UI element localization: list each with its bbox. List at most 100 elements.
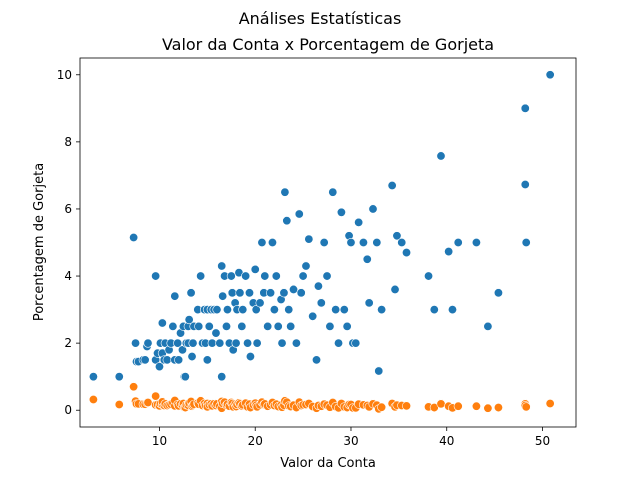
data-point-s0-36 <box>186 288 196 298</box>
data-point-s0-69 <box>235 288 245 298</box>
y-axis-label: Porcentagem de Gorjeta <box>32 163 47 321</box>
data-point-s0-77 <box>250 264 260 274</box>
data-point-s0-92 <box>279 288 289 298</box>
data-point-s0-56 <box>217 372 227 382</box>
data-point-s0-124 <box>364 298 374 308</box>
data-point-s0-88 <box>271 271 281 281</box>
y-tick-label-0: 0 <box>64 403 72 417</box>
data-point-s0-73 <box>243 338 253 348</box>
data-point-s1-136 <box>436 399 446 409</box>
data-point-s0-120 <box>351 338 361 348</box>
data-point-s1-142 <box>493 403 503 413</box>
data-point-s0-99 <box>294 209 304 219</box>
data-point-s1-139 <box>453 401 463 411</box>
data-point-s0-93 <box>280 187 290 197</box>
data-point-s0-142 <box>493 288 503 298</box>
y-tick-label-2: 2 <box>64 336 72 350</box>
x-tick-label-40: 40 <box>439 434 454 448</box>
data-point-s0-98 <box>291 338 301 348</box>
data-point-s0-78 <box>251 305 261 315</box>
data-point-s0-135 <box>429 305 439 315</box>
data-point-s0-84 <box>263 321 273 331</box>
data-point-s0-131 <box>392 231 402 241</box>
data-point-s0-91 <box>277 338 287 348</box>
data-point-s0-79 <box>252 338 262 348</box>
data-point-s0-80 <box>255 298 265 308</box>
data-point-s0-57 <box>218 291 228 301</box>
data-point-s1-0 <box>88 394 98 404</box>
data-point-s0-3 <box>131 338 141 348</box>
data-point-s0-123 <box>362 254 372 264</box>
data-point-s0-59 <box>222 321 232 331</box>
data-point-s0-10 <box>151 271 161 281</box>
data-point-s0-136 <box>436 151 446 161</box>
data-point-s0-134 <box>424 271 434 281</box>
data-point-s1-141 <box>483 403 493 413</box>
data-point-s0-87 <box>269 305 279 315</box>
data-point-s0-35 <box>184 315 194 325</box>
data-point-s0-41 <box>194 321 204 331</box>
data-point-s0-50 <box>207 338 217 348</box>
data-point-s0-139 <box>453 238 463 248</box>
data-point-s0-83 <box>260 271 270 281</box>
data-point-s0-19 <box>162 355 172 365</box>
data-point-s0-63 <box>227 288 237 298</box>
data-point-s0-75 <box>245 352 255 362</box>
data-point-s0-16 <box>157 318 167 328</box>
data-point-s0-22 <box>168 321 178 331</box>
data-point-s0-13 <box>154 362 164 372</box>
x-tick-label-10: 10 <box>152 434 167 448</box>
data-point-s0-103 <box>304 234 314 244</box>
data-point-s0-37 <box>187 352 197 362</box>
data-point-s0-54 <box>215 338 225 348</box>
data-point-s0-141 <box>483 321 493 331</box>
points-layer <box>88 70 555 414</box>
data-point-s0-112 <box>331 305 341 315</box>
data-point-s0-60 <box>222 305 232 315</box>
data-point-s0-9 <box>143 338 153 348</box>
data-point-s0-118 <box>346 238 356 248</box>
data-point-s0-74 <box>244 288 254 298</box>
data-point-s0-42 <box>196 271 206 281</box>
data-point-s0-26 <box>174 355 184 365</box>
data-point-s1-128 <box>377 402 387 412</box>
data-point-s0-66 <box>231 338 241 348</box>
data-point-s0-111 <box>328 187 338 197</box>
data-point-s0-62 <box>226 271 236 281</box>
data-point-s0-115 <box>339 305 349 315</box>
data-point-s0-28 <box>177 345 187 355</box>
data-point-s0-145 <box>521 238 531 248</box>
data-point-s0-85 <box>266 288 276 298</box>
data-point-s0-95 <box>284 305 294 315</box>
data-point-s0-53 <box>212 305 222 315</box>
data-point-s0-31 <box>180 372 190 382</box>
data-point-s1-2 <box>129 382 139 392</box>
data-point-s1-146 <box>545 399 555 409</box>
data-point-s0-125 <box>368 204 378 214</box>
data-point-s0-127 <box>374 366 384 376</box>
data-point-s0-96 <box>286 321 296 331</box>
x-tick-label-20: 20 <box>248 434 263 448</box>
data-point-s0-107 <box>316 298 326 308</box>
y-axis: 0 2 4 6 8 10 <box>57 68 80 417</box>
data-point-s0-126 <box>372 238 382 248</box>
data-point-s0-71 <box>238 305 248 315</box>
data-point-s1-140 <box>471 401 481 411</box>
data-point-s0-128 <box>377 305 387 315</box>
data-point-s0-52 <box>211 328 221 338</box>
data-point-s0-132 <box>397 238 407 248</box>
data-point-s0-129 <box>387 180 397 190</box>
data-point-s0-138 <box>447 305 457 315</box>
data-point-s0-86 <box>267 238 277 248</box>
data-point-s0-121 <box>354 217 364 227</box>
data-point-s0-100 <box>296 288 306 298</box>
x-axis: 10 20 30 40 50 <box>152 427 550 448</box>
data-point-s0-97 <box>289 284 299 294</box>
data-point-s0-48 <box>204 321 214 331</box>
data-point-s0-102 <box>301 261 311 271</box>
plot-frame <box>79 57 577 428</box>
data-point-s0-89 <box>273 321 283 331</box>
data-point-s0-133 <box>402 248 412 258</box>
y-tick-label-4: 4 <box>64 269 72 283</box>
